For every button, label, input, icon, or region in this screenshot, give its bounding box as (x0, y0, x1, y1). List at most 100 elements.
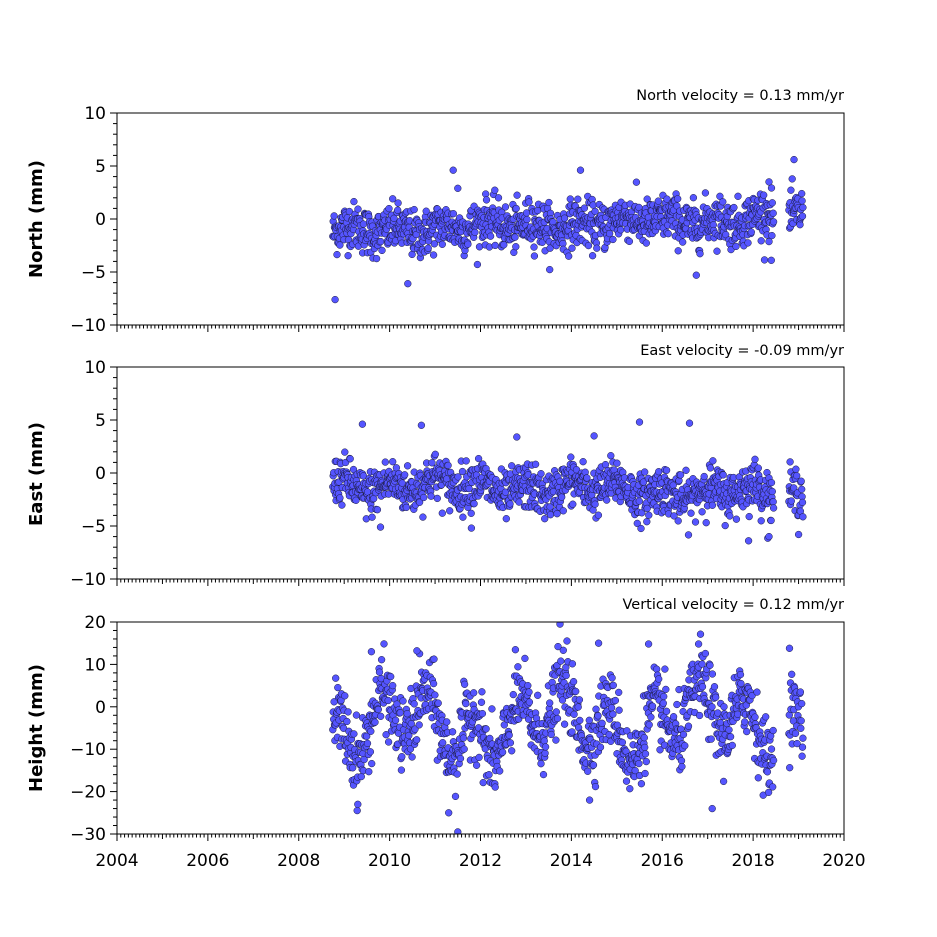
data-point (512, 243, 520, 251)
y-tick-label: 10 (84, 104, 106, 124)
data-point (398, 753, 406, 761)
data-point (655, 675, 663, 683)
data-point (698, 683, 707, 691)
data-point (719, 471, 727, 479)
data-point (669, 713, 678, 721)
data-point (574, 703, 582, 711)
data-point (583, 474, 591, 482)
data-point (353, 806, 361, 815)
data-point (617, 226, 625, 234)
data-point (525, 698, 534, 706)
data-point (767, 745, 776, 753)
data-point (344, 252, 352, 260)
data-point (580, 204, 589, 212)
data-point (352, 496, 360, 504)
data-point (513, 191, 521, 199)
y-tick-label: 0 (95, 464, 106, 484)
data-point (762, 713, 770, 721)
outlier-point (331, 295, 339, 304)
x-tick-label: 2016 (641, 851, 684, 871)
data-point (745, 512, 753, 521)
data-point (767, 516, 775, 525)
data-point (643, 504, 651, 513)
data-point (596, 743, 605, 751)
data-point (609, 710, 617, 718)
data-point (609, 681, 617, 689)
data-point (473, 260, 482, 269)
data-point (478, 709, 487, 718)
data-point (333, 250, 341, 259)
data-point (799, 513, 807, 521)
data-point (546, 503, 554, 511)
data-point (344, 708, 352, 716)
data-point (769, 209, 777, 217)
data-point (796, 688, 805, 696)
data-point (793, 739, 801, 748)
data-point (552, 708, 560, 716)
data-point (365, 768, 373, 776)
data-point (631, 766, 639, 775)
data-point (798, 189, 806, 198)
data-point (458, 467, 467, 476)
data-point (594, 511, 603, 519)
data-point (788, 670, 796, 678)
outlier-point (556, 622, 564, 628)
data-point (381, 458, 389, 466)
data-point (791, 729, 800, 738)
data-point (591, 782, 600, 791)
data-point (429, 679, 438, 688)
data-point (722, 230, 730, 239)
x-tick-label: 2004 (95, 851, 138, 871)
data-point (413, 736, 421, 744)
data-point (562, 671, 570, 680)
data-point (786, 458, 794, 466)
data-point (641, 750, 650, 758)
data-point (451, 792, 460, 801)
outlier-point (354, 800, 362, 808)
data-point (589, 201, 597, 209)
data-point (591, 500, 599, 508)
north-points (329, 155, 807, 304)
height-plot-frame (116, 621, 845, 835)
data-point (637, 524, 645, 533)
data-point (420, 493, 428, 502)
data-point (635, 497, 643, 505)
data-point (615, 688, 623, 697)
data-point (546, 265, 554, 274)
data-point (397, 766, 406, 774)
data-point (768, 487, 776, 496)
data-point (751, 713, 759, 721)
data-point (584, 241, 593, 250)
data-point (502, 515, 510, 523)
data-point (453, 770, 461, 778)
data-point (378, 246, 386, 255)
east-panel: East velocity = -0.09 mm/yr East (mm) 10… (26, 343, 845, 590)
outlier-point (367, 648, 376, 656)
y-tick-label: 0 (95, 698, 106, 718)
data-point (653, 665, 661, 673)
data-point (559, 646, 567, 654)
data-point (569, 500, 577, 508)
y-tick-label: −10 (70, 570, 106, 590)
data-point (524, 681, 532, 690)
data-point (501, 488, 510, 496)
data-point (608, 674, 616, 682)
data-point (751, 455, 759, 463)
data-point (709, 457, 717, 465)
x-tick-label: 2006 (186, 851, 229, 871)
data-point (768, 199, 776, 207)
data-point (462, 699, 470, 708)
data-point (525, 688, 533, 696)
data-point (728, 741, 736, 750)
outlier-point (590, 432, 598, 440)
data-point (399, 697, 407, 705)
data-point (354, 205, 362, 213)
data-point (336, 241, 344, 249)
data-point (713, 247, 721, 255)
data-point (341, 692, 349, 700)
data-point (594, 712, 602, 720)
outlier-point (576, 166, 585, 174)
data-point (465, 484, 473, 493)
data-point (429, 251, 438, 259)
height-axis-title: Height (mm) (26, 664, 47, 792)
